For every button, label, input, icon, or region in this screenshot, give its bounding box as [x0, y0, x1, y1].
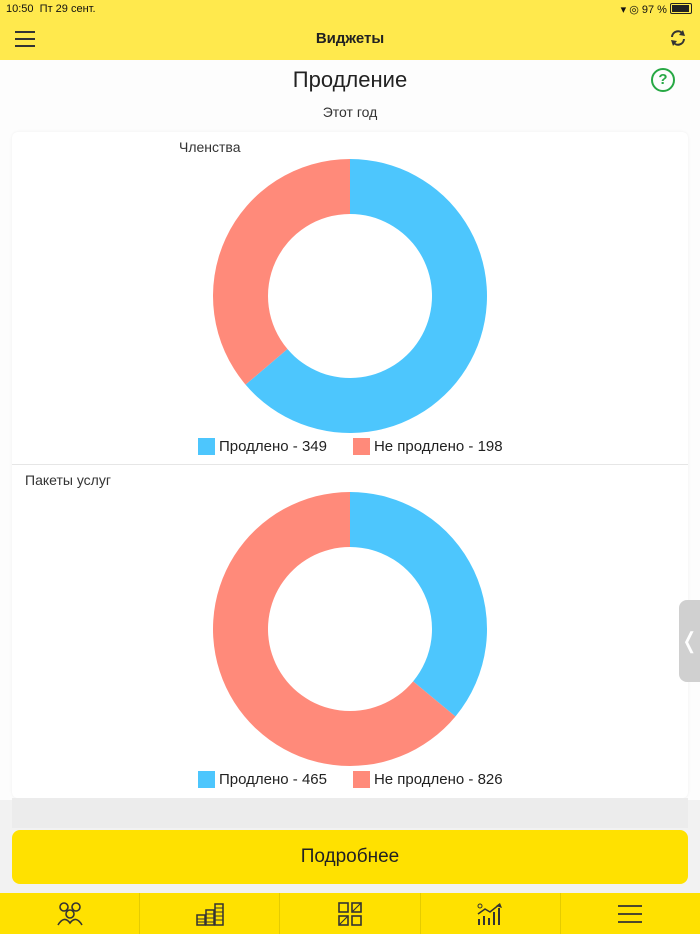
wifi-icon: ▾ — [620, 4, 627, 16]
side-panel-handle[interactable]: ❬ — [679, 600, 700, 682]
legend-swatch-renewed — [198, 438, 215, 455]
legend-not-renewed: Не продлено - 198 — [373, 438, 503, 455]
slice-renewed[interactable] — [245, 159, 487, 433]
slice-not-renewed[interactable] — [212, 159, 350, 385]
status-time-date: 10:50 Пт 29 сент. — [6, 3, 96, 15]
menu-icon — [618, 904, 643, 923]
legend-swatch-not-renewed — [352, 771, 370, 788]
widgets-icon — [338, 901, 362, 926]
tab-stats[interactable] — [421, 893, 561, 934]
card-footer-band — [12, 798, 688, 828]
tab-menu[interactable] — [561, 893, 700, 934]
hamburger-icon[interactable] — [15, 31, 35, 47]
stats-icon — [477, 902, 503, 925]
memberships-legend: Продлено - 349 Не продлено - 198 — [198, 438, 503, 455]
help-icon[interactable]: ? — [651, 68, 675, 92]
status-time: 10:50 — [6, 3, 34, 15]
status-bar: 10:50 Пт 29 сент. ▾ ◎ 97 % — [0, 0, 700, 18]
status-date: Пт 29 сент. — [39, 3, 96, 15]
period-label: Этот год — [322, 104, 378, 120]
chart-divider — [12, 464, 688, 465]
refresh-icon[interactable] — [668, 28, 688, 48]
lock-rotation-icon: ◎ — [629, 4, 639, 16]
packages-donut — [212, 492, 487, 766]
tab-clients[interactable] — [0, 893, 141, 934]
memberships-title: Членства — [179, 139, 241, 155]
coins-icon — [196, 902, 224, 926]
legend-renewed: Продлено - 465 — [219, 771, 327, 788]
slice-renewed[interactable] — [350, 492, 487, 717]
more-button[interactable]: Подробнее — [12, 830, 688, 884]
packages-legend: Продлено - 465 Не продлено - 826 — [198, 771, 503, 788]
nav-bar: Виджеты — [0, 18, 700, 60]
legend-swatch-not-renewed — [352, 438, 370, 455]
legend-not-renewed: Не продлено - 826 — [373, 771, 503, 788]
battery-percent: 97 % — [641, 4, 667, 16]
slice-not-renewed[interactable] — [212, 492, 456, 766]
renewal-card — [12, 132, 688, 798]
battery-icon — [670, 3, 692, 14]
tab-widgets[interactable] — [280, 893, 421, 934]
page-title: Продление — [292, 67, 408, 92]
nav-title: Виджеты — [315, 30, 385, 47]
clients-icon — [56, 901, 83, 925]
tab-bar — [0, 893, 700, 934]
tab-finance[interactable] — [140, 893, 281, 934]
memberships-donut — [212, 159, 487, 433]
legend-renewed: Продлено - 349 — [219, 438, 327, 455]
legend-swatch-renewed — [198, 771, 215, 788]
packages-title: Пакеты услуг — [25, 472, 111, 488]
status-right: ▾ ◎ 97 % — [621, 3, 692, 16]
